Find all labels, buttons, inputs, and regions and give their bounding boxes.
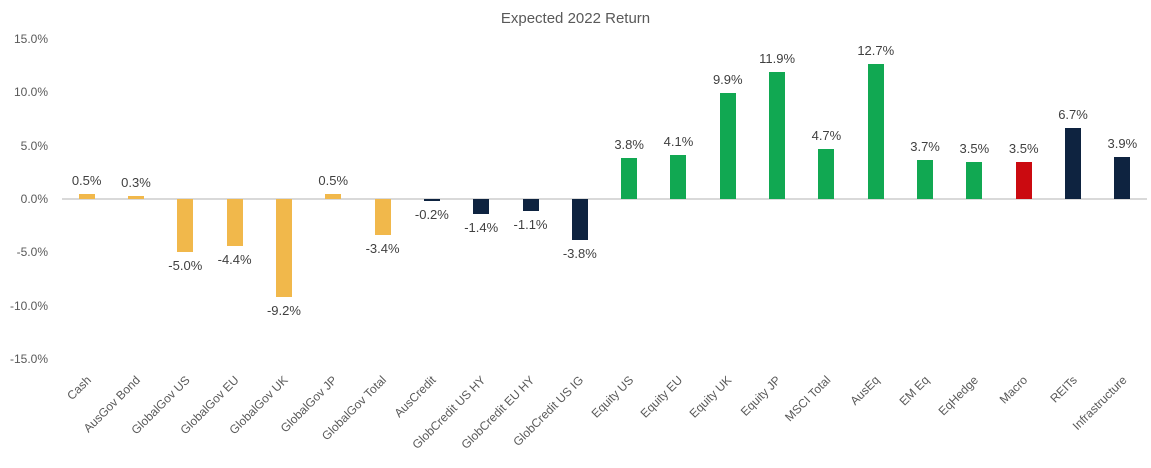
bar-value-label: 12.7% [857,42,895,58]
bar-value-label: 3.5% [959,140,990,156]
bar-value-label: 11.9% [759,51,796,67]
category-label: Equity UK [687,373,735,421]
bar-value-label: 9.9% [712,72,743,88]
bar [226,199,243,246]
bar [818,148,835,199]
bar [670,155,687,199]
bar-value-label: -1.4% [464,219,499,235]
y-tick-label: 0.0% [20,192,48,206]
bar-value-label: -0.2% [414,207,449,223]
category-label: Macro [997,373,1031,407]
bar-value-label: -3.8% [562,245,597,261]
bar [719,93,736,199]
y-tick-label: -10.0% [9,298,48,313]
bar-value-label: 0.3% [121,174,151,190]
bar-value-label: -5.0% [168,258,203,274]
y-tick-label: 5.0% [20,138,48,153]
bar [78,193,95,199]
y-tick-label: 15.0% [13,32,48,46]
bar [769,72,786,199]
category-label: Cash [63,373,94,403]
bar-value-label: 4.7% [811,127,842,143]
category-label: Equity JP [738,373,785,419]
bar-value-label: 3.9% [1107,136,1138,152]
bar-value-label: 0.5% [318,172,349,188]
bar [571,199,588,240]
bar [275,199,292,298]
bar [1065,127,1082,199]
bar-value-label: -9.2% [266,303,301,319]
bar [473,199,490,214]
category-label: AusCredit [391,373,439,421]
category-label: Equity US [588,373,637,421]
category-label: AusEq [847,373,883,408]
category-label: EM Eq [896,373,932,409]
bar [1114,157,1131,199]
y-tick-label: -5.0% [16,245,48,260]
bar-value-label: 3.7% [910,138,940,154]
bar [867,63,884,199]
zero-axis-line [62,198,1147,200]
bar [423,199,440,202]
category-label: REITs [1047,373,1080,406]
bar-value-label: 3.8% [614,137,644,153]
bar [917,159,934,199]
y-tick-label: -15.0% [9,352,48,366]
y-tick-label: 10.0% [13,85,48,100]
bar [522,199,539,211]
category-label: Equity EU [637,373,686,421]
bar [621,158,638,199]
category-label: EqHedge [935,373,982,419]
bar [325,193,342,199]
bar-value-label: 0.5% [71,172,102,188]
bar-value-label: 3.5% [1008,140,1039,156]
bar-value-label: -1.1% [513,216,548,232]
bar [374,199,391,236]
bar [1015,161,1032,199]
bar-value-label: -4.4% [217,251,252,267]
bar-value-label: 6.7% [1058,106,1088,122]
chart-title: Expected 2022 Return [500,10,651,27]
bar [966,161,983,199]
category-label: MSCI Total [782,373,834,425]
bar-value-label: 4.1% [663,134,694,150]
bar [127,195,144,199]
bar [177,199,194,253]
bar-value-label: -3.4% [365,241,400,257]
